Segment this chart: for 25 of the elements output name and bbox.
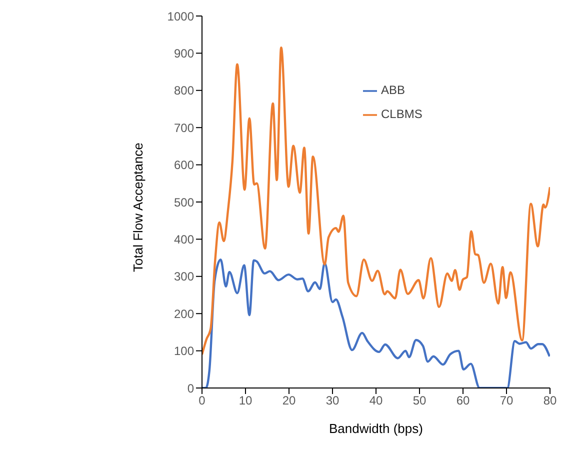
y-tick-label: 300 xyxy=(174,270,194,284)
y-tick-label: 100 xyxy=(174,344,194,358)
x-tick-label: 10 xyxy=(238,394,252,408)
x-axis-title: Bandwidth (bps) xyxy=(329,421,423,436)
x-tick-label: 70 xyxy=(500,394,514,408)
line-series xyxy=(202,46,550,356)
y-tick-label: 0 xyxy=(187,381,194,396)
y-tick-label: 400 xyxy=(174,232,194,246)
x-tick-label: 60 xyxy=(456,394,470,408)
legend-label: CLBMS xyxy=(381,107,422,121)
y-axis-title: Total Flow Acceptance xyxy=(130,142,146,272)
legend-label: ABB xyxy=(381,83,406,97)
y-tick-label: 200 xyxy=(174,306,194,321)
x-tick-label: 50 xyxy=(412,394,426,408)
y-tick-label: 800 xyxy=(174,84,194,98)
y-tick-label: 1000 xyxy=(167,9,194,24)
y-tick-label: 900 xyxy=(174,46,194,60)
x-tick-label: 30 xyxy=(326,394,340,408)
x-tick-label: 40 xyxy=(369,394,383,408)
y-tick-label: 600 xyxy=(174,158,194,172)
y-tick-label: 500 xyxy=(174,195,194,210)
x-tick-label: 80 xyxy=(543,394,557,408)
x-tick-label: 0 xyxy=(198,394,206,408)
y-tick-label: 700 xyxy=(174,120,194,135)
x-tick-label: 20 xyxy=(282,394,296,408)
